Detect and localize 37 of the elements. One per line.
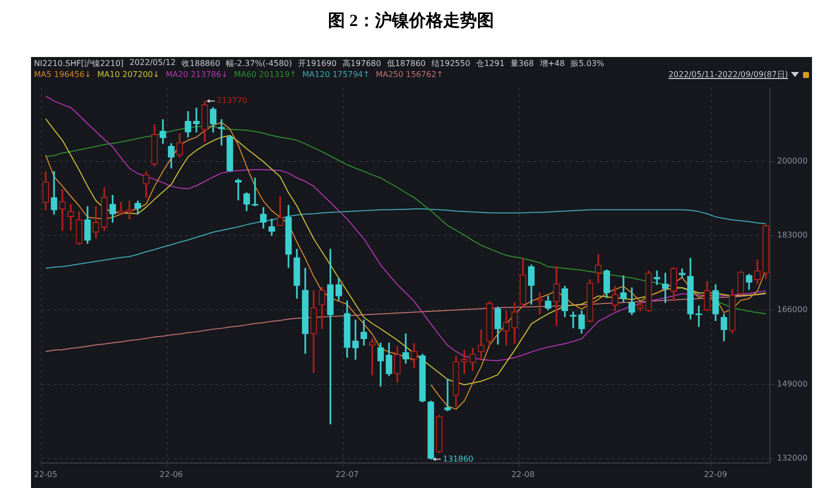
text: 量368	[510, 58, 534, 69]
x-tick-label: 22-07	[335, 470, 359, 479]
y-tick-label: 132000	[777, 454, 808, 463]
text: 低187860	[387, 58, 426, 69]
y-tick-label: 200000	[777, 156, 808, 166]
candlestick	[678, 268, 686, 278]
y-tick-label: 166000	[777, 305, 808, 314]
x-tick-label: 22-08	[511, 470, 535, 479]
text: 仓1291	[476, 58, 505, 69]
y-tick-label: 149000	[777, 379, 808, 388]
text: NI2210.SHF[沪镍2210]	[34, 58, 124, 69]
text: MA10 207200↓	[97, 70, 160, 79]
text: 2022/05/12	[130, 58, 176, 69]
text: MA20 213786↓	[166, 70, 228, 79]
text: 结192550	[432, 58, 470, 69]
candlestick	[118, 202, 124, 214]
text: MA120 175794↑	[302, 70, 370, 79]
text: 开191690	[298, 58, 337, 69]
text: 振5.03%	[570, 58, 604, 69]
x-tick-label: 22-05	[34, 470, 58, 479]
annotation: 131860	[442, 454, 474, 464]
chart-title: 图 2：沪镍价格走势图	[327, 10, 495, 32]
text: 收188860	[182, 58, 220, 69]
x-tick-label: 22-09	[704, 470, 728, 479]
text: 2022/05/11-2022/09/09(87日)	[668, 69, 788, 80]
text: 增+48	[540, 58, 565, 69]
y-tick-label: 183000	[777, 230, 808, 240]
x-tick-label: 22-06	[160, 470, 183, 479]
text: MA60 201319↑	[234, 70, 296, 79]
candlestick	[620, 275, 627, 302]
text: MA5 196456↓	[34, 70, 92, 79]
candlestick	[352, 320, 359, 360]
text: MA250 156762↑	[376, 70, 444, 79]
candlestick	[218, 119, 225, 146]
text: 高197680	[342, 58, 382, 69]
text: 幅-2.37%(-4580)	[226, 58, 292, 69]
annotation: 213770	[216, 96, 248, 106]
